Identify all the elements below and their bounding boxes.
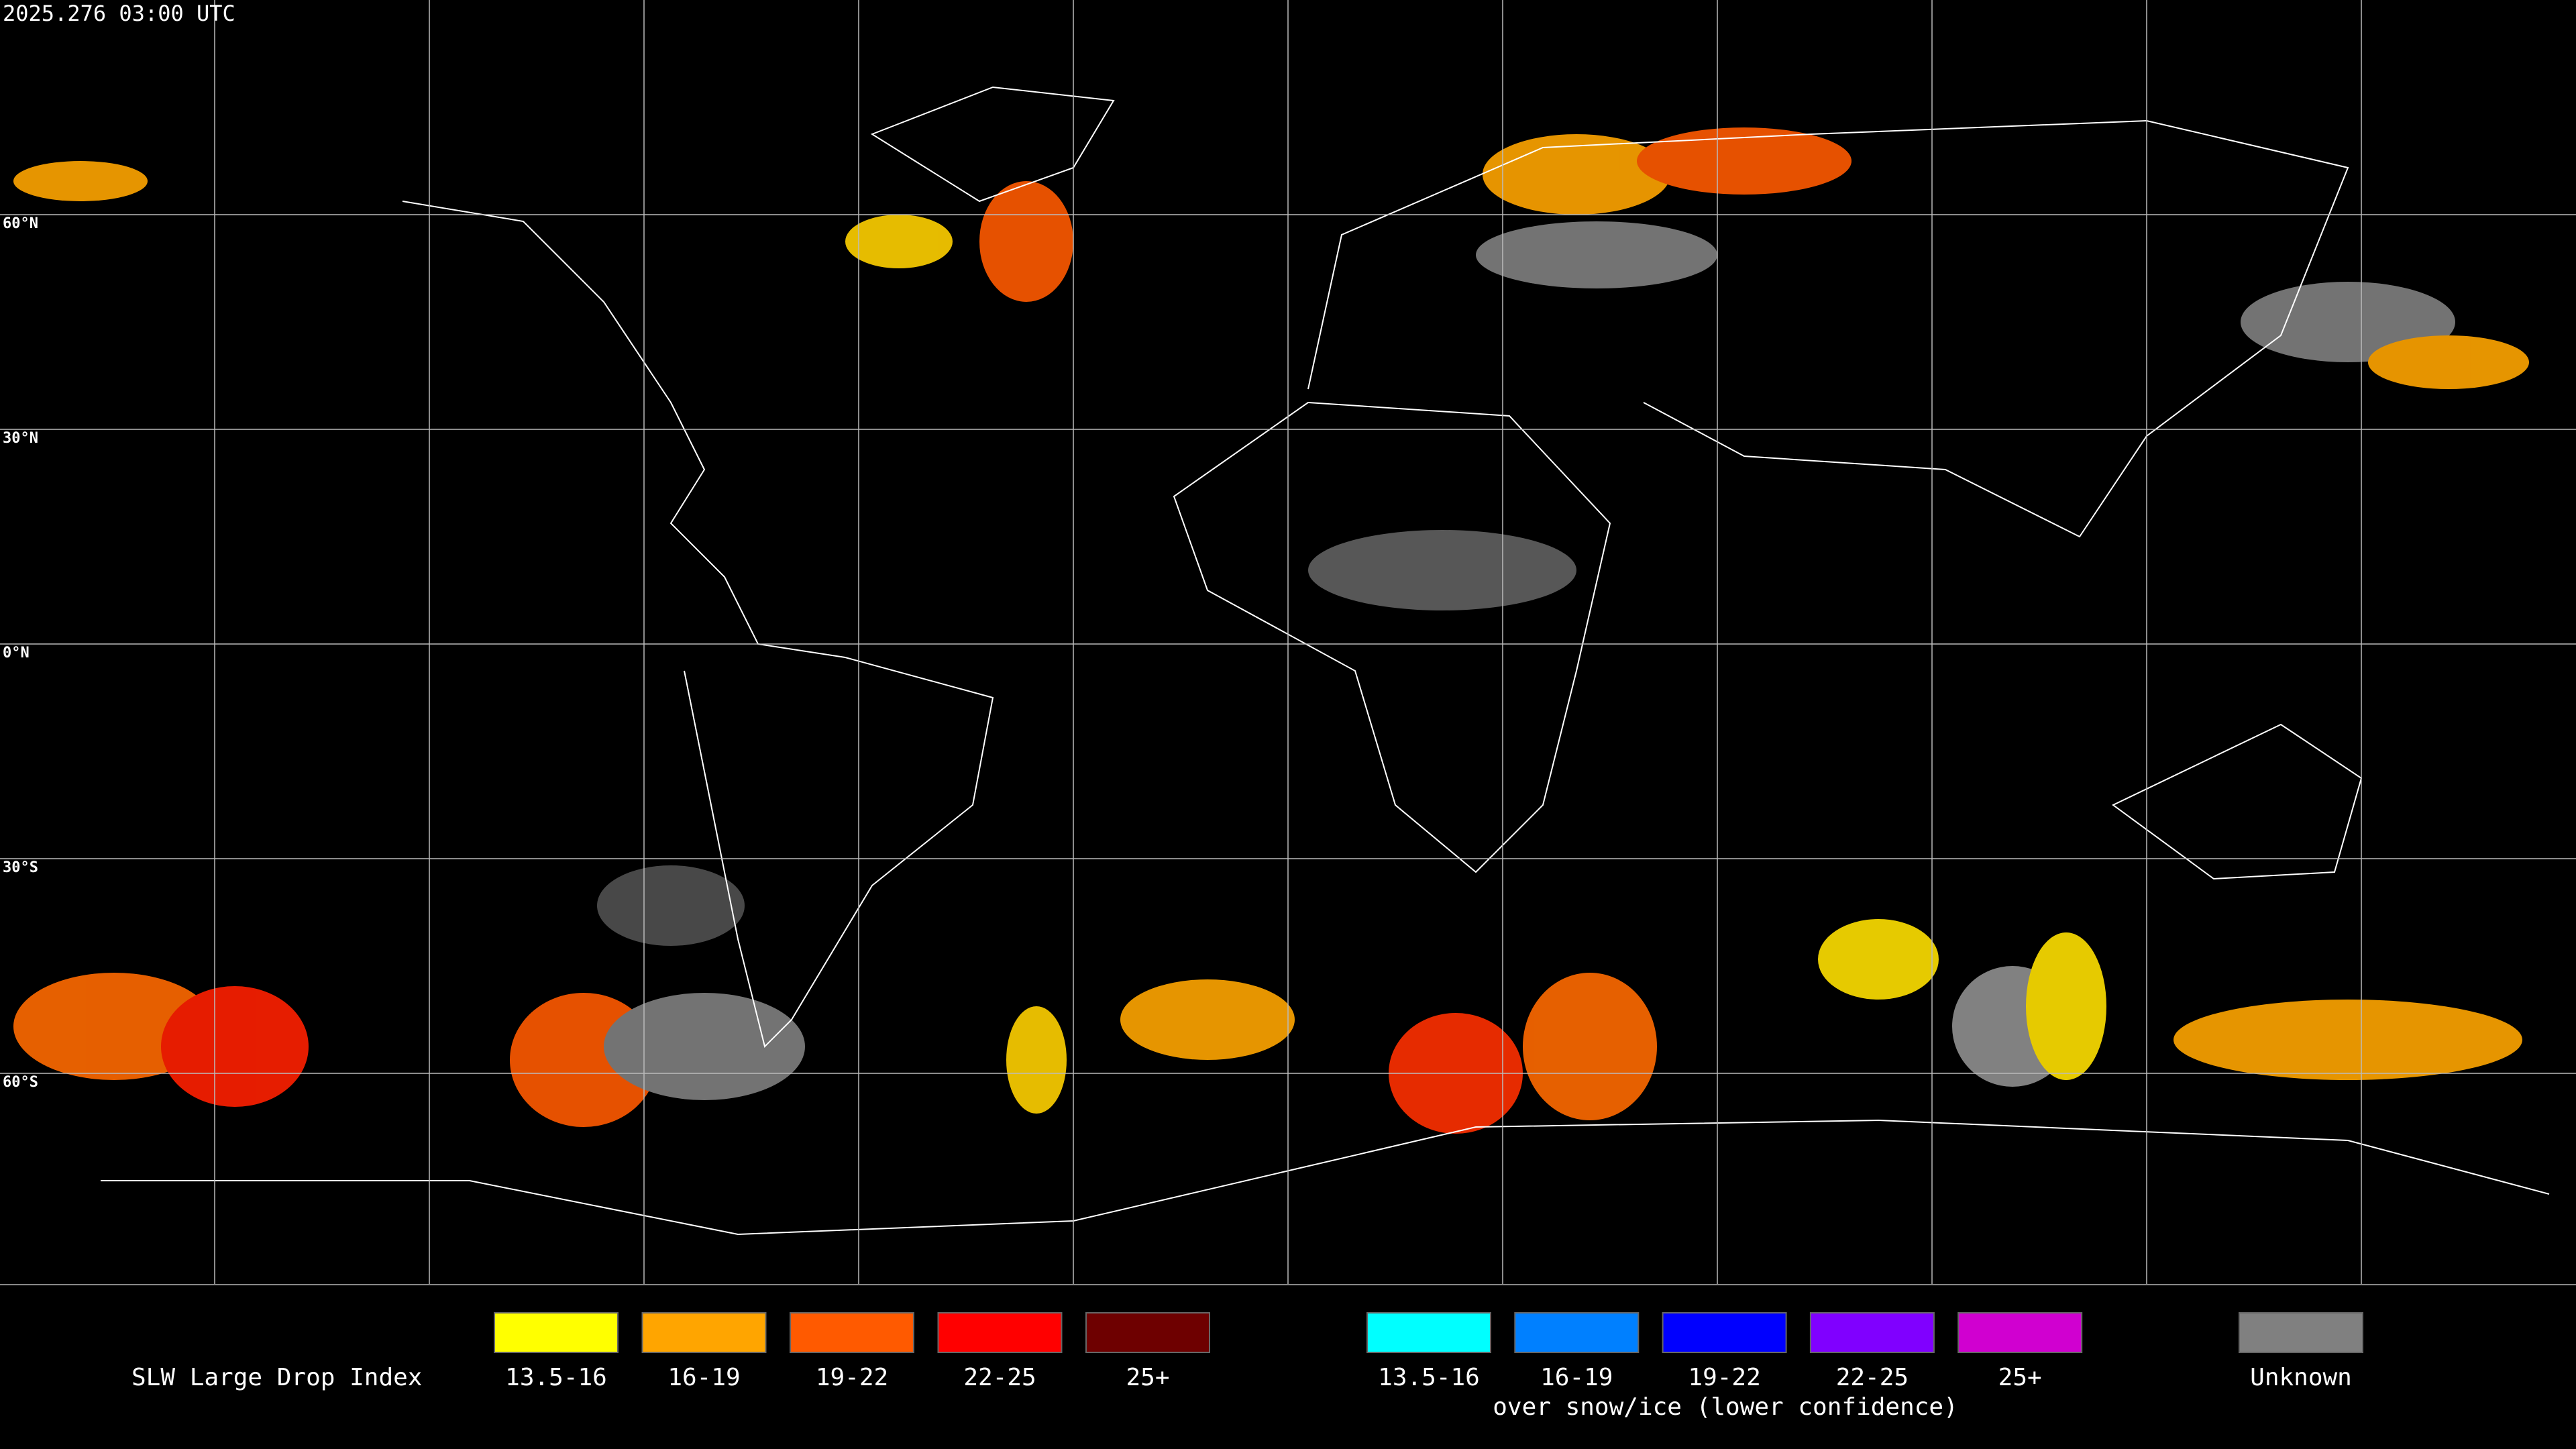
legend-label: 19-22 <box>1688 1364 1760 1391</box>
coastline <box>870 86 1115 203</box>
latitude-label: 30°S <box>3 859 38 876</box>
cloud-blob <box>1523 973 1657 1120</box>
timestamp: 2025.276 03:00 UTC <box>3 1 235 26</box>
legend-label: 25+ <box>1998 1364 2042 1391</box>
legend-note: over snow/ice (lower confidence) <box>1493 1393 1958 1421</box>
legend: SLW Large Drop Index 13.5-16 16-19 19-22 22-… <box>131 1312 2363 1421</box>
cloud-blob <box>1637 127 1851 195</box>
coastline <box>2112 723 2363 880</box>
legend-swatch <box>2239 1312 2363 1353</box>
cloud-blob <box>1120 979 1295 1060</box>
legend-label: 25+ <box>1126 1364 1169 1391</box>
cloud-blob <box>2174 1000 2522 1080</box>
cloud-blob <box>1006 1006 1067 1114</box>
cloud-blob <box>604 993 805 1100</box>
legend-label: 16-19 <box>1540 1364 1613 1391</box>
legend-label: 13.5-16 <box>505 1364 607 1391</box>
cloud-blob <box>1308 530 1576 610</box>
legend-title: SLW Large Drop Index <box>131 1364 422 1391</box>
cloud-blob <box>845 215 953 268</box>
coastlines <box>101 86 2550 1236</box>
legend-label: 22-25 <box>1836 1364 1909 1391</box>
cloud-blob <box>979 181 1073 302</box>
legend-swatch <box>1957 1312 2083 1353</box>
legend-swatch <box>1809 1312 1935 1353</box>
legend-label: 16-19 <box>667 1364 740 1391</box>
legend-swatch <box>1366 1312 1491 1353</box>
legend-label: 19-22 <box>816 1364 888 1391</box>
latitude-label: 0°N <box>3 645 30 661</box>
graticule: 60°N 30°N 0°N 30°S 60°S <box>0 0 2576 1285</box>
cloud-blob <box>13 161 148 201</box>
legend-label: Unknown <box>2250 1364 2352 1391</box>
cloud-blob <box>2026 932 2106 1080</box>
legend-label: 22-25 <box>963 1364 1036 1391</box>
latitude-label: 60°N <box>3 215 38 232</box>
legend-swatch <box>494 1312 619 1353</box>
legend-swatch <box>1662 1312 1787 1353</box>
coastline <box>1307 119 2349 538</box>
legend-swatch <box>790 1312 914 1353</box>
cloud-blob <box>1476 221 1717 288</box>
legend-label: 13.5-16 <box>1378 1364 1480 1391</box>
latitude-label: 30°N <box>3 430 38 447</box>
coastline <box>402 201 994 1048</box>
coastline <box>101 1119 2550 1236</box>
legend-swatch <box>1514 1312 1640 1353</box>
legend-swatch <box>937 1312 1063 1353</box>
cloud-blob <box>1483 134 1670 215</box>
cloud-blob <box>597 865 745 946</box>
cloud-blob <box>161 986 309 1107</box>
latitude-label: 60°S <box>3 1074 38 1091</box>
legend-swatch <box>641 1312 767 1353</box>
cloud-blob <box>2368 335 2529 389</box>
cloud-blob <box>1818 919 1939 1000</box>
legend-swatch <box>1085 1312 1210 1353</box>
